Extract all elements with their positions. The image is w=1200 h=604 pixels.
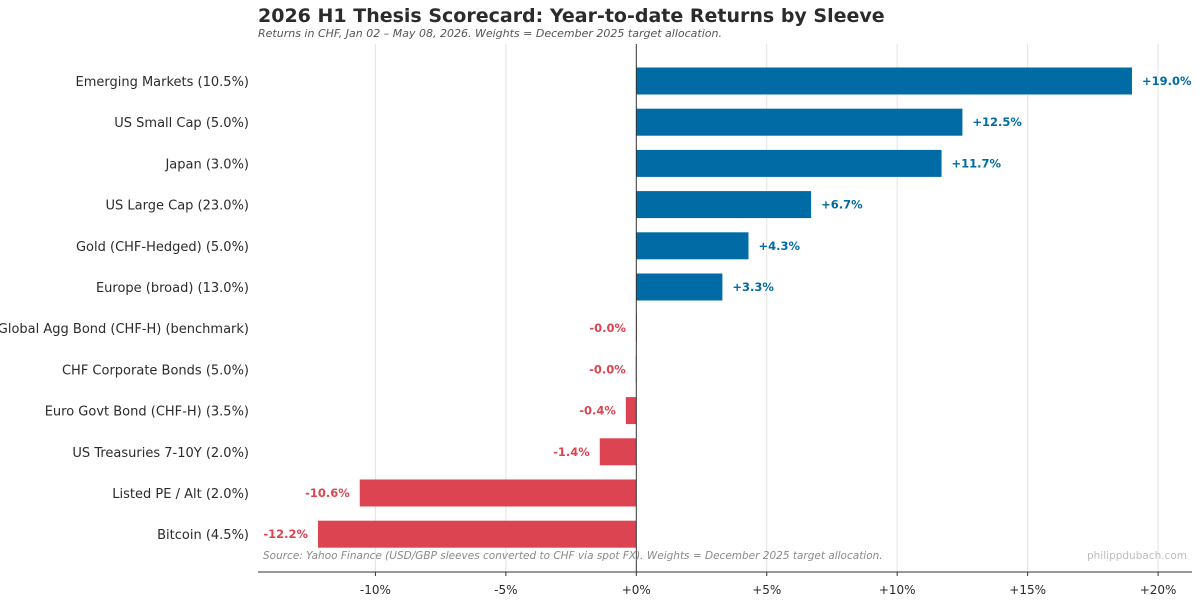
value-label: +4.3% (758, 239, 800, 253)
bar (636, 191, 812, 219)
value-label: -10.6% (305, 486, 350, 500)
chart-subtitle: Returns in CHF, Jan 02 – May 08, 2026. W… (258, 27, 722, 40)
x-tick-label: +15% (1009, 583, 1046, 597)
value-label: -0.4% (579, 404, 616, 418)
value-labels: +19.0% +12.5% +11.7% +6.7% +4.3% +3.3% -0.0% -0… (263, 74, 1192, 541)
bar (625, 397, 637, 425)
value-label: -12.2% (263, 527, 308, 541)
category-label: Listed PE / Alt (2.0%) (112, 487, 249, 502)
value-label: -0.0% (589, 362, 626, 376)
credit-label: philippdubach.com (1087, 550, 1187, 562)
bar (636, 149, 942, 177)
category-label: Europe (broad) (13.0%) (96, 281, 249, 296)
x-tick-label: +10% (879, 583, 916, 597)
category-label: Japan (3.0%) (164, 157, 249, 172)
bar (636, 108, 963, 136)
x-tick-label: +20% (1140, 583, 1177, 597)
value-label: +6.7% (821, 198, 863, 212)
category-label: Emerging Markets (10.5%) (75, 75, 249, 90)
chart-title: 2026 H1 Thesis Scorecard: Year-to-date R… (258, 5, 885, 27)
bar (636, 232, 749, 260)
source-note: Source: Yahoo Finance (USD/GBP sleeves c… (263, 550, 883, 562)
bars (318, 67, 1132, 548)
bar (636, 67, 1132, 95)
value-label: +11.7% (952, 156, 1002, 170)
category-label: Euro Govt Bond (CHF-H) (3.5%) (45, 405, 249, 420)
value-label: -1.4% (553, 445, 590, 459)
x-tick-label: +0% (622, 583, 651, 597)
category-label: US Treasuries 7-10Y (2.0%) (72, 446, 249, 461)
bar (318, 520, 637, 548)
bar (359, 479, 637, 507)
value-label: +12.5% (972, 115, 1022, 129)
category-label: US Large Cap (23.0%) (106, 199, 249, 214)
bar (599, 438, 637, 466)
value-label: -0.0% (589, 321, 626, 335)
category-labels: Emerging Markets (10.5%) US Small Cap (5.… (0, 75, 249, 543)
category-label: US Small Cap (5.0%) (114, 116, 249, 131)
x-axis: -10% -5% +0% +5% +10% +15% +20% (258, 571, 1192, 597)
category-label: Gold (CHF-Hedged) (5.0%) (76, 240, 249, 255)
x-tick-label: -5% (494, 583, 517, 597)
category-label: Bitcoin (4.5%) (157, 528, 249, 543)
x-tick-label: +5% (752, 583, 781, 597)
category-label: Global Agg Bond (CHF-H) (benchmark) (0, 322, 249, 337)
x-tick-label: -10% (360, 583, 391, 597)
category-label: CHF Corporate Bonds (5.0%) (62, 363, 249, 378)
value-label: +19.0% (1142, 74, 1192, 88)
bar (636, 273, 723, 301)
value-label: +3.3% (732, 280, 774, 294)
